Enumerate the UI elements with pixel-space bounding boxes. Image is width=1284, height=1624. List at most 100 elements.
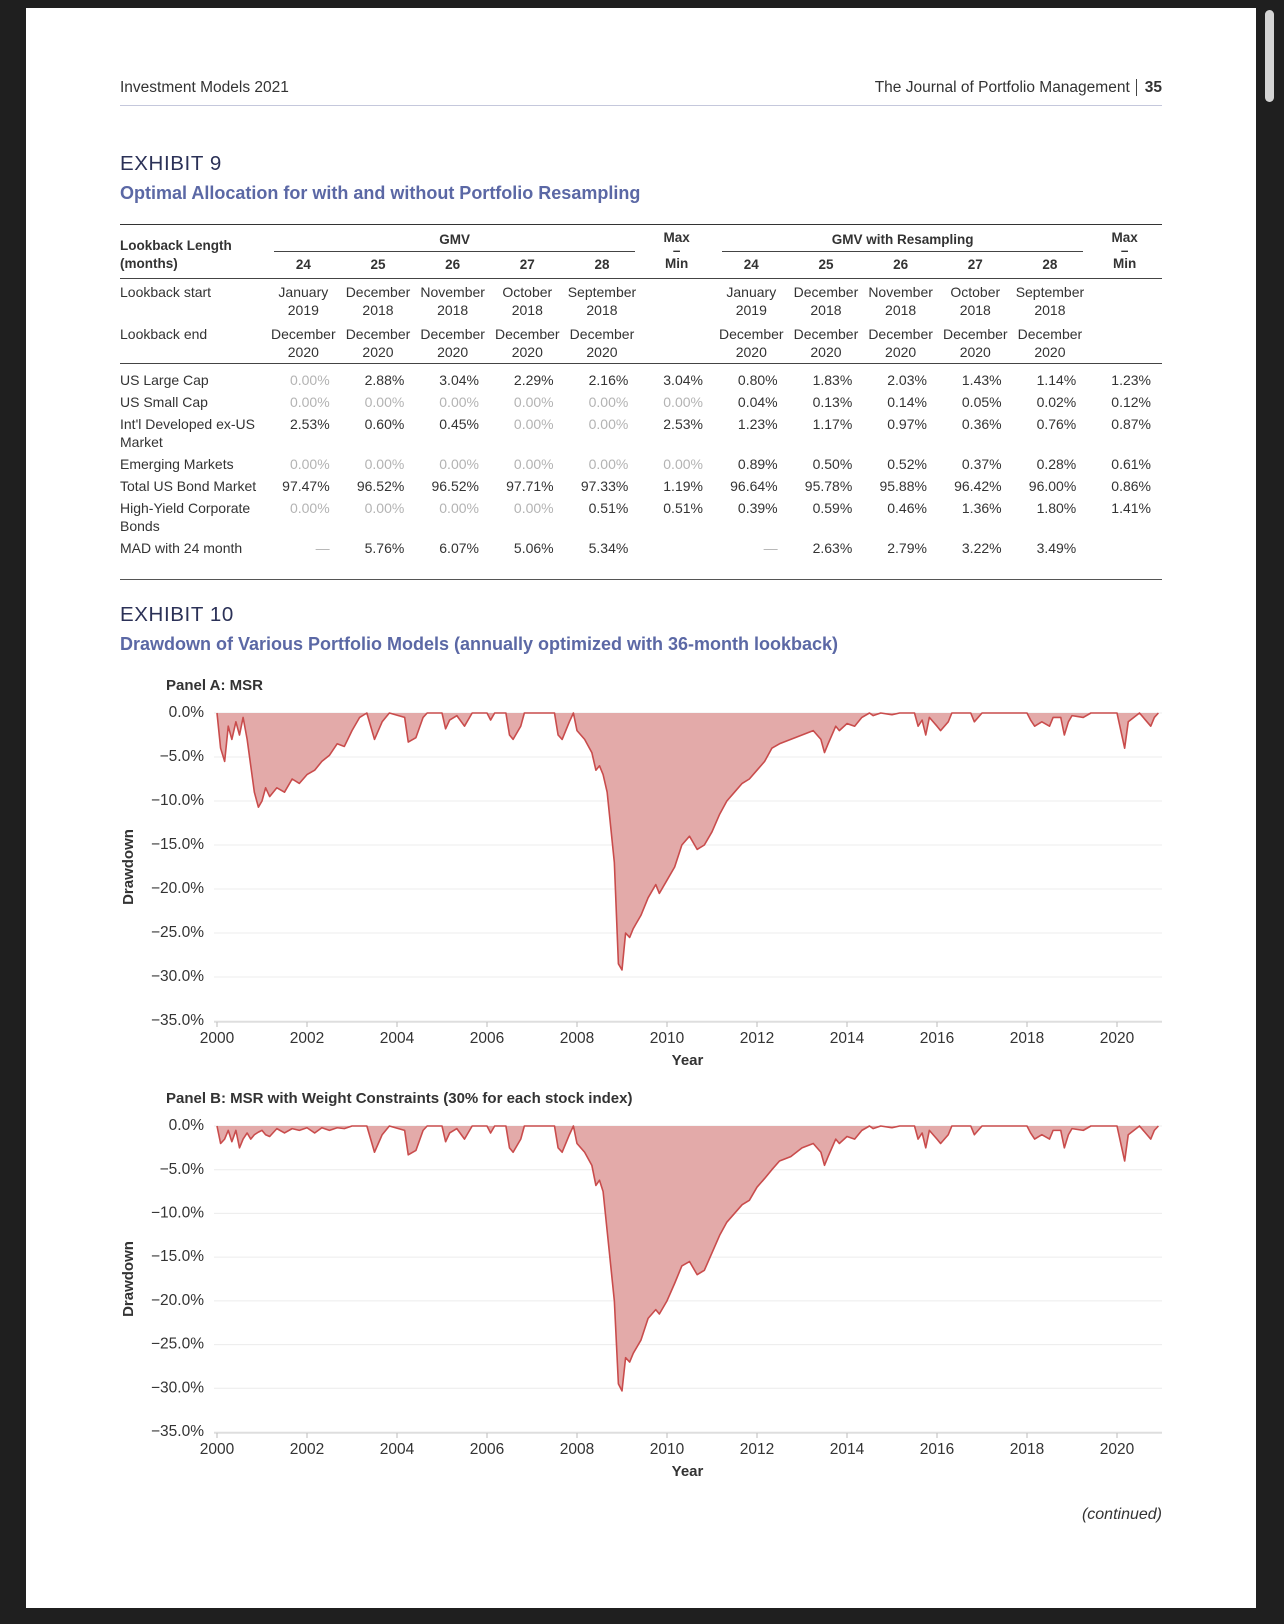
x-tick-label: 2002: [290, 1441, 324, 1458]
value-cell: 1.19%: [663, 478, 703, 494]
y-tick-label: −25.0%: [151, 1336, 204, 1353]
row-label: US Large Cap: [120, 372, 209, 388]
date-cell: December 2020: [868, 326, 933, 360]
lookback-length: 24: [295, 257, 311, 272]
value-cell: 1.23%: [737, 416, 778, 432]
value-cell: 1.83%: [812, 372, 853, 388]
row-label: MAD with 24 month: [120, 540, 243, 556]
lookback-length: 27: [519, 257, 535, 272]
date-cell: December 2020: [942, 326, 1008, 360]
value-cell: 0.00%: [364, 394, 405, 410]
row-label: Total US Bond Market: [120, 478, 257, 494]
value-cell: 0.02%: [1036, 394, 1077, 410]
value-cell: 0.00%: [439, 394, 479, 410]
exhibit-title: Optimal Allocation for with and without …: [120, 183, 641, 203]
range-label: Max – Min: [663, 230, 690, 271]
value-cell: 0.45%: [439, 416, 479, 432]
journal-head: The Journal of Portfolio Management 35: [875, 79, 1162, 97]
y-tick-label: 0.0%: [169, 1117, 205, 1134]
value-cell: 95.88%: [879, 478, 927, 494]
date-cell: December 2020: [495, 326, 560, 360]
value-cell: 3.04%: [663, 372, 703, 388]
x-tick-label: 2016: [920, 1441, 954, 1458]
value-cell: 0.89%: [737, 456, 778, 472]
value-cell: 0.14%: [887, 394, 927, 410]
value-cell: —: [763, 540, 778, 556]
value-cell: 0.00%: [439, 456, 479, 472]
x-tick-label: 2010: [650, 1441, 685, 1458]
value-cell: 0.51%: [663, 500, 703, 516]
value-cell: 0.59%: [812, 500, 853, 516]
running-head: Investment Models 2021: [120, 79, 289, 96]
value-cell: —: [315, 540, 330, 556]
value-cell: 0.00%: [364, 456, 405, 472]
value-cell: 0.00%: [513, 416, 554, 432]
value-cell: 96.52%: [431, 478, 479, 494]
row-label: Lookback end: [120, 326, 208, 342]
panel-title: Panel A: MSR: [166, 677, 263, 694]
value-cell: 0.00%: [439, 500, 479, 516]
scrollbar[interactable]: [1265, 10, 1274, 102]
group-name: GMV: [274, 231, 636, 252]
value-cell: 2.03%: [887, 372, 927, 388]
row-label: Lookback start: [120, 284, 212, 300]
row-label: Emerging Markets: [120, 456, 234, 472]
date-cell: December 2020: [420, 326, 485, 360]
value-cell: 6.07%: [439, 540, 479, 556]
y-tick-label: −25.0%: [151, 924, 204, 941]
value-cell: 0.00%: [513, 500, 554, 516]
value-cell: 1.17%: [812, 416, 853, 432]
row-label: High-Yield Corporate Bonds: [120, 500, 251, 534]
y-tick-label: −10.0%: [151, 792, 204, 809]
lookback-length: 28: [594, 257, 610, 272]
value-cell: 0.28%: [1036, 456, 1077, 472]
value-cell: 2.16%: [588, 372, 629, 388]
value-cell: 97.33%: [580, 478, 629, 494]
allocation-table: Lookback Length (months) GMV Max – Min GMV …: [120, 224, 1162, 580]
range-header: Max – Min: [1087, 225, 1162, 279]
row-label: US Small Cap: [120, 394, 208, 410]
value-cell: 1.36%: [961, 500, 1002, 516]
value-cell: 0.80%: [737, 372, 778, 388]
drawdown-area: [217, 1126, 1159, 1391]
y-tick-label: −20.0%: [151, 880, 204, 897]
lookback-length: 27: [967, 257, 983, 272]
date-cell: September 2018: [1015, 284, 1085, 318]
x-tick-label: 2008: [560, 1030, 594, 1047]
y-tick-label: −10.0%: [151, 1205, 204, 1222]
value-cell: 0.46%: [887, 500, 927, 516]
value-cell: 1.23%: [1111, 372, 1151, 388]
x-axis-title: Year: [672, 1463, 704, 1480]
lookback-length: 25: [818, 257, 834, 272]
date-cell: December 2020: [345, 326, 411, 360]
drawdown-line: [216, 1125, 1159, 1392]
lookback-length: 28: [1042, 257, 1058, 272]
value-cell: 2.53%: [663, 416, 703, 432]
drawdown-line: [216, 712, 1159, 971]
value-cell: 97.71%: [506, 478, 554, 494]
y-tick-label: −35.0%: [151, 1423, 204, 1440]
value-cell: 1.14%: [1036, 372, 1077, 388]
y-tick-label: −30.0%: [151, 1379, 204, 1396]
value-cell: 2.79%: [887, 540, 927, 556]
date-cell: December 2018: [345, 284, 411, 318]
exhibit-label: EXHIBIT 10: [120, 603, 234, 626]
y-tick-label: −30.0%: [151, 968, 204, 985]
value-cell: 95.78%: [804, 478, 853, 494]
value-cell: 0.37%: [961, 456, 1002, 472]
table-row: MAD with 24 month — 5.76% 6.07% 5.06% 5.34% — 2…: [120, 537, 1162, 580]
range-header: Max – Min: [639, 225, 714, 279]
journal-name: The Journal of Portfolio Management: [874, 79, 1130, 96]
value-cell: 0.05%: [961, 394, 1002, 410]
x-tick-label: 2014: [830, 1030, 865, 1047]
exhibit-title: Drawdown of Various Portfolio Models (an…: [120, 634, 839, 654]
value-cell: 0.00%: [289, 394, 330, 410]
x-tick-label: 2004: [380, 1030, 415, 1047]
date-cell: October 2018: [502, 284, 553, 318]
value-cell: 1.41%: [1111, 500, 1151, 516]
date-cell: September 2018: [567, 284, 637, 318]
value-cell: 0.60%: [364, 416, 405, 432]
group-header: GMV: [266, 225, 639, 255]
date-cell: December 2020: [719, 326, 784, 360]
